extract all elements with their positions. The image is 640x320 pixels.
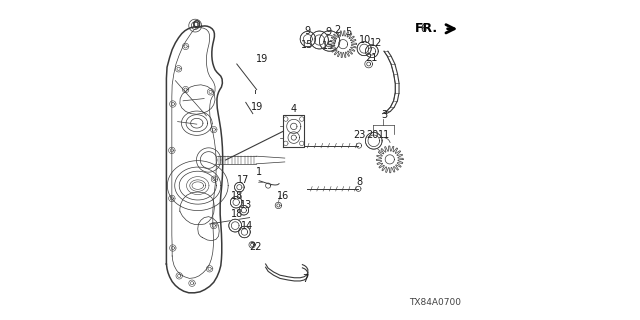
Text: 19: 19: [250, 102, 263, 112]
Text: 11: 11: [378, 130, 390, 140]
Polygon shape: [310, 31, 328, 49]
Text: 20: 20: [367, 130, 379, 140]
Text: 2: 2: [335, 25, 340, 36]
Text: 22: 22: [249, 242, 262, 252]
Polygon shape: [357, 42, 371, 56]
Text: 3: 3: [381, 110, 387, 120]
Text: 1: 1: [256, 167, 262, 177]
Text: TX84A0700: TX84A0700: [409, 298, 461, 307]
Polygon shape: [330, 31, 356, 58]
Text: 19: 19: [255, 54, 268, 64]
Polygon shape: [235, 182, 244, 192]
Polygon shape: [365, 132, 382, 149]
Text: 16: 16: [277, 191, 289, 201]
Polygon shape: [239, 205, 249, 215]
Text: 17: 17: [237, 175, 250, 185]
Polygon shape: [319, 31, 340, 51]
Polygon shape: [229, 219, 242, 232]
Text: 18: 18: [230, 191, 243, 201]
Text: 9: 9: [326, 27, 332, 37]
Text: FR.: FR.: [415, 22, 438, 35]
Text: 5: 5: [346, 27, 352, 37]
Text: 4: 4: [291, 104, 297, 114]
Text: 21: 21: [365, 53, 378, 63]
Polygon shape: [230, 196, 242, 208]
Polygon shape: [300, 31, 316, 47]
Text: 23: 23: [353, 130, 365, 140]
Text: 9: 9: [304, 26, 310, 36]
Text: 15: 15: [323, 41, 335, 52]
Text: 7: 7: [303, 274, 308, 284]
Text: 13: 13: [240, 200, 253, 211]
Text: 18: 18: [230, 209, 243, 220]
Polygon shape: [376, 146, 403, 173]
Text: 14: 14: [241, 220, 253, 231]
Text: 15: 15: [301, 40, 314, 51]
Text: 10: 10: [358, 35, 371, 45]
Text: 12: 12: [370, 38, 382, 48]
Polygon shape: [239, 226, 250, 238]
Text: 6: 6: [420, 24, 426, 34]
Polygon shape: [365, 45, 378, 58]
Text: 8: 8: [356, 177, 362, 187]
